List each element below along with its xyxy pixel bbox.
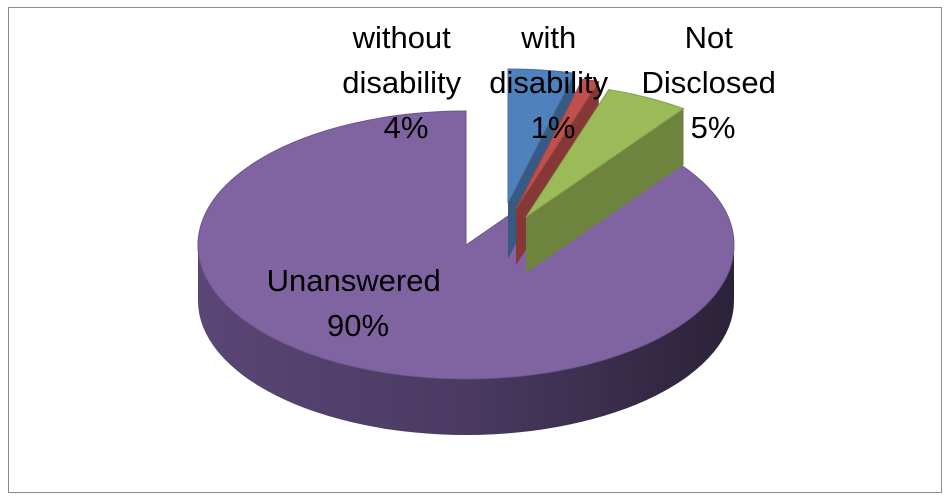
slice-label-unanswered: Unanswered 90% (267, 263, 450, 343)
slice-label-with-disability: with disability 1% (489, 20, 617, 145)
pie-slice-top-0 (507, 68, 576, 204)
slice-label-without-disability: without disability 4% (342, 20, 470, 145)
pie-slice-2 (525, 89, 685, 273)
pie-slice-top-1 (515, 78, 600, 210)
pie-slice-wall-2 (526, 108, 684, 273)
pie-slice-top-2 (525, 89, 685, 218)
slice-label-not-disclosed: Not Disclosed 5% (641, 20, 784, 145)
pie-slice-side-3 (198, 245, 734, 435)
